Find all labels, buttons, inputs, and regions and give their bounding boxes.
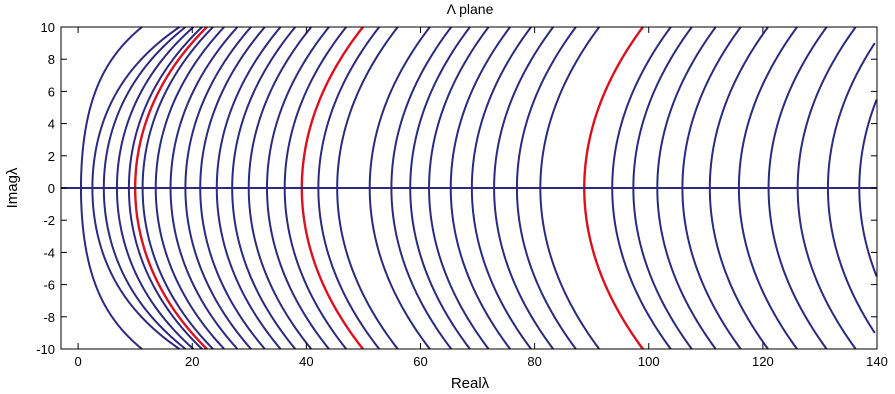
x-tick-label: 0: [75, 354, 82, 369]
y-tick-label: -4: [43, 245, 55, 260]
y-tick-label: -6: [43, 278, 55, 293]
chart-title: Λ plane: [447, 1, 494, 17]
y-tick-label: 10: [41, 20, 55, 35]
y-tick-label: -8: [43, 310, 55, 325]
y-tick-label: 6: [48, 84, 55, 99]
x-axis-label: Realλ: [451, 375, 490, 392]
y-axis-label: Imagλ: [4, 167, 21, 208]
x-tick-label: 20: [185, 354, 199, 369]
x-tick-label: 140: [866, 354, 888, 369]
x-ticks: 0 20 40 60 80 100 120 140: [75, 27, 888, 369]
x-tick-label: 80: [527, 354, 541, 369]
x-tick-label: 100: [638, 354, 660, 369]
y-tick-label: 8: [48, 52, 55, 67]
x-tick-label: 40: [299, 354, 313, 369]
y-tick-label: -10: [36, 342, 55, 357]
y-tick-label: 4: [48, 117, 55, 132]
y-tick-label: -2: [43, 213, 55, 228]
x-tick-label: 60: [413, 354, 427, 369]
y-ticks: -10 -8 -6 -4 -2 0 2 4 6 8 10: [36, 20, 877, 357]
x-tick-label: 120: [752, 354, 774, 369]
y-tick-label: 2: [48, 149, 55, 164]
y-tick-label: 0: [48, 181, 55, 196]
